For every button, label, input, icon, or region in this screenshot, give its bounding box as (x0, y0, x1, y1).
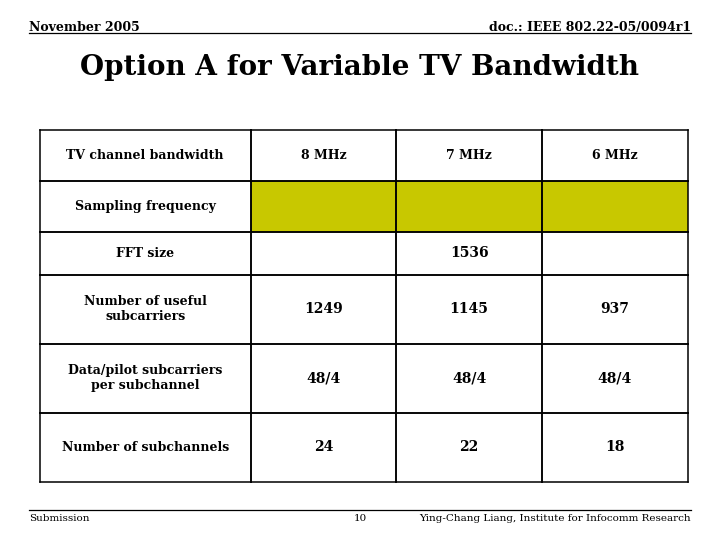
Text: 6 MHz: 6 MHz (592, 148, 638, 161)
Text: November 2005: November 2005 (29, 21, 140, 33)
Text: 1249: 1249 (304, 302, 343, 316)
Text: FFT size: FFT size (116, 247, 174, 260)
Text: 48/4: 48/4 (452, 372, 486, 386)
Text: Ying-Chang Liang, Institute for Infocomm Research: Ying-Chang Liang, Institute for Infocomm… (420, 514, 691, 523)
Text: 1536: 1536 (450, 246, 488, 260)
Text: *8/7 = 8.5714 MHz: *8/7 = 8.5714 MHz (469, 199, 616, 213)
Text: TV channel bandwidth: TV channel bandwidth (66, 148, 224, 161)
Text: 18: 18 (605, 440, 624, 454)
Text: 48/4: 48/4 (598, 372, 632, 386)
Text: 937: 937 (600, 302, 629, 316)
Text: 7.5MHz: 7.5MHz (409, 199, 469, 213)
Text: Sampling frequency: Sampling frequency (75, 200, 215, 213)
Text: 48/4: 48/4 (307, 372, 341, 386)
Text: 24: 24 (314, 440, 333, 454)
Text: Option A for Variable TV Bandwidth: Option A for Variable TV Bandwidth (81, 54, 639, 81)
Text: Submission: Submission (29, 514, 89, 523)
Text: 7 MHz: 7 MHz (446, 148, 492, 161)
Text: 22: 22 (459, 440, 479, 454)
Text: Number of subchannels: Number of subchannels (61, 441, 229, 454)
Text: Number of useful
subcarriers: Number of useful subcarriers (84, 295, 207, 323)
Text: doc.: IEEE 802.22-05/0094r1: doc.: IEEE 802.22-05/0094r1 (489, 21, 691, 33)
Text: 1145: 1145 (450, 302, 489, 316)
Text: 8 MHz: 8 MHz (301, 148, 346, 161)
Text: Data/pilot subcarriers
per subchannel: Data/pilot subcarriers per subchannel (68, 364, 222, 393)
Text: 10: 10 (354, 514, 366, 523)
